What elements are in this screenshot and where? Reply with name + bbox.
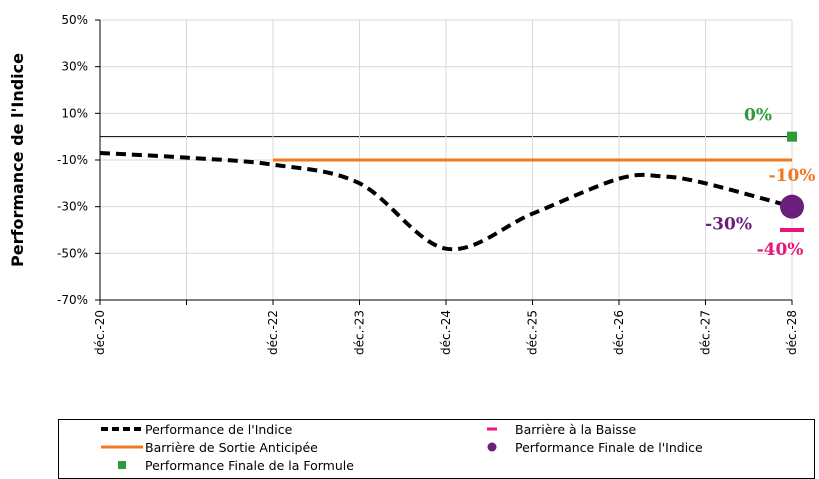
- y-tick-label: 10%: [61, 106, 88, 120]
- legend-pink-dash-icon: [469, 422, 515, 436]
- chart-canvas: 50% 30% 10% -10% -30% -50% -70% déc.-20 déc.-22 d…: [8, 13, 816, 355]
- legend-item-final-formula-performance: Performance Finale de la Formule: [99, 456, 354, 474]
- data-label: -40%: [757, 240, 804, 260]
- y-tick-label: -70%: [57, 293, 88, 307]
- legend-label: Performance Finale de l'Indice: [515, 439, 703, 455]
- y-tick-label: -30%: [57, 200, 88, 214]
- data-label: -10%: [769, 166, 816, 186]
- legend-label: Performance de l'Indice: [145, 421, 293, 437]
- marker-final-formula-performance: [787, 131, 797, 142]
- x-tick-label: déc.-25: [526, 310, 540, 355]
- chart-legend: Performance de l'Indice Barrière de Sort…: [58, 419, 815, 479]
- x-tick-label: déc.-28: [785, 310, 799, 355]
- legend-orange-line-icon: [99, 440, 145, 454]
- legend-label: Barrière à la Baisse: [515, 421, 637, 437]
- y-axis-title: Performance de l'Indice: [8, 53, 27, 267]
- marker-final-index-performance: [780, 194, 804, 219]
- y-tick-label: 50%: [61, 13, 88, 27]
- legend-green-square-icon: [99, 458, 145, 472]
- x-tick-label: déc.-22: [266, 310, 280, 355]
- legend-item-index-performance: Performance de l'Indice: [99, 420, 292, 438]
- y-tick-label: 30%: [61, 60, 88, 74]
- legend-label: Performance Finale de la Formule: [145, 457, 354, 473]
- legend-item-final-index-performance: Performance Finale de l'Indice: [469, 438, 703, 456]
- data-label: 0%: [744, 106, 772, 126]
- data-label: -30%: [705, 215, 752, 235]
- x-tick-label: déc.-23: [353, 310, 367, 355]
- legend-item-early-exit-barrier: Barrière de Sortie Anticipée: [99, 438, 318, 456]
- legend-purple-circle-icon: [469, 440, 515, 454]
- x-tick-label: déc.-24: [439, 310, 453, 355]
- legend-dashed-line-icon: [99, 422, 145, 436]
- y-tick-label: -10%: [57, 153, 88, 167]
- x-tick-label: déc.-26: [612, 310, 626, 355]
- legend-item-down-barrier: Barrière à la Baisse: [469, 420, 636, 438]
- legend-label: Barrière de Sortie Anticipée: [145, 439, 318, 455]
- y-tick-label: -50%: [57, 246, 88, 260]
- x-tick-label: déc.-27: [699, 310, 713, 355]
- x-tick-label: déc.-20: [93, 310, 107, 355]
